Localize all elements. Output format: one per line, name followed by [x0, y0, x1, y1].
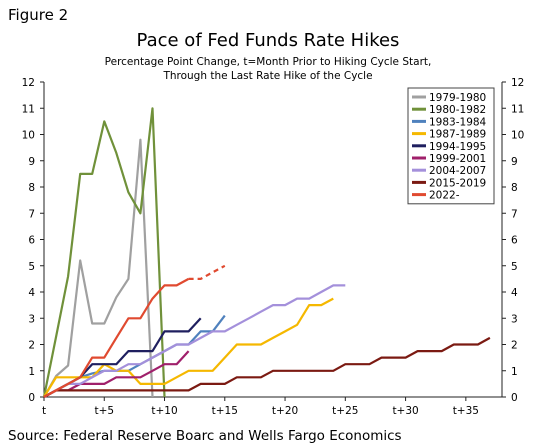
y-tick-label-right: 4 [511, 287, 518, 299]
legend-label: 1980-1982 [429, 104, 486, 116]
y-tick-label-left: 6 [28, 235, 35, 247]
series-line-1980-1982 [42, 107, 166, 398]
y-tick-label-right: 7 [511, 208, 518, 220]
legend-label: 2004-2007 [429, 165, 486, 177]
y-tick-label-right: 1 [511, 366, 518, 378]
legend-label: 1994-1995 [429, 141, 486, 153]
y-tick-label-left: 12 [22, 77, 35, 89]
legend-label: 2015-2019 [429, 177, 486, 189]
series-line-2022-projection [188, 264, 226, 280]
y-tick-label-right: 5 [511, 261, 518, 273]
x-tick-label: t [42, 405, 46, 417]
x-tick-label: t+25 [332, 405, 358, 417]
y-tick-label-left: 10 [22, 130, 35, 142]
legend-label: 2022- [429, 190, 460, 202]
x-tick-label: t+15 [212, 405, 238, 417]
source-note: Source: Federal Reserve Boarc and Wells … [8, 428, 402, 444]
y-tick-label-left: 1 [28, 366, 35, 378]
y-tick-label-right: 11 [511, 103, 524, 115]
legend-label: 1999-2001 [429, 153, 486, 165]
x-tick-label: t+5 [94, 405, 114, 417]
subtitle-line-1: Percentage Point Change, t=Month Prior t… [104, 56, 432, 68]
y-tick-label-right: 6 [511, 235, 518, 247]
y-tick-label-left: 8 [28, 182, 35, 194]
y-tick-label-left: 4 [28, 287, 35, 299]
y-tick-label-right: 3 [511, 313, 518, 325]
y-tick-label-left: 0 [28, 392, 35, 404]
y-tick-label-left: 7 [28, 208, 35, 220]
legend-label: 1979-1980 [429, 92, 486, 104]
figure-label: Figure 2 [8, 6, 69, 24]
chart-series-lines [42, 107, 491, 398]
legend-label: 1983-1984 [429, 116, 487, 128]
y-tick-label-right: 10 [511, 130, 524, 142]
x-tick-label: t+35 [453, 405, 479, 417]
y-tick-label-left: 9 [28, 156, 35, 168]
x-tick-label: t+10 [151, 405, 177, 417]
y-tick-label-right: 0 [511, 392, 518, 404]
y-tick-label-left: 3 [28, 313, 35, 325]
series-line-1979-1980 [43, 138, 154, 398]
y-tick-label-left: 5 [28, 261, 35, 273]
series-line-2015-2019 [43, 336, 491, 398]
subtitle-line-2: Through the Last Rate Hike of the Cycle [163, 70, 373, 82]
chart-subtitle: Percentage Point Change, t=Month Prior t… [0, 55, 536, 83]
x-tick-label: t+30 [392, 405, 418, 417]
y-tick-label-left: 11 [22, 103, 35, 115]
series-line-1987-1989 [43, 297, 334, 398]
series-line-2004-2007 [43, 284, 346, 398]
y-tick-label-right: 12 [511, 77, 524, 89]
y-tick-label-right: 8 [511, 182, 518, 194]
series-line-2022 [43, 277, 190, 398]
y-tick-label-left: 2 [28, 340, 35, 352]
chart-legend: 1979-19801980-19821983-19841987-19891994… [407, 87, 495, 205]
y-tick-label-right: 9 [511, 156, 518, 168]
chart-title: Pace of Fed Funds Rate Hikes [136, 30, 400, 51]
legend-label: 1987-1989 [429, 129, 486, 141]
y-tick-label-right: 2 [511, 340, 518, 352]
x-tick-label: t+20 [272, 405, 298, 417]
